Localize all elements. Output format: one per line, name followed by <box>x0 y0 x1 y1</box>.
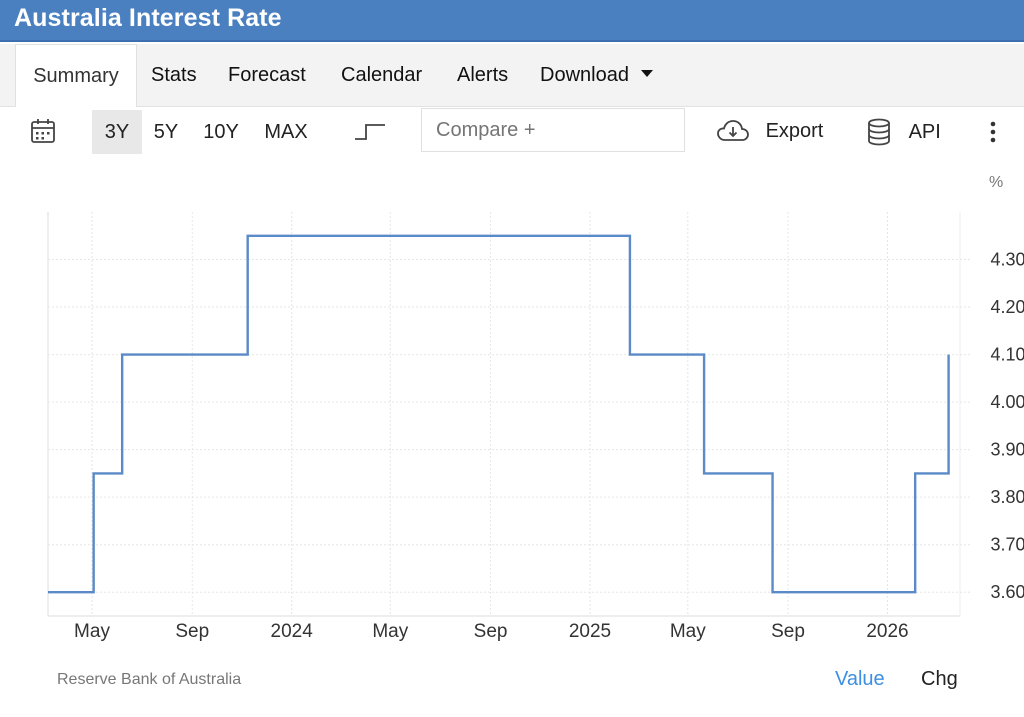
tab-stats[interactable]: Stats <box>151 64 197 86</box>
title-bar: Australia Interest Rate <box>0 0 1024 42</box>
step-chart-icon[interactable] <box>354 120 386 148</box>
tab-bar: Summary Stats Forecast Calendar Alerts D… <box>0 44 1024 107</box>
api-button[interactable]: API <box>867 118 941 146</box>
x-tick-label: 2025 <box>569 621 611 642</box>
range-10y[interactable]: 10Y <box>203 121 239 143</box>
database-icon <box>868 118 890 146</box>
cloud-download-icon <box>717 120 749 141</box>
y-tick-label: 3.90 <box>990 440 1024 460</box>
x-tick-label: Sep <box>771 621 805 642</box>
value-button[interactable]: Value <box>835 668 885 690</box>
tab-alerts[interactable]: Alerts <box>457 64 509 86</box>
api-label: API <box>908 120 941 143</box>
export-button[interactable]: Export <box>716 118 823 146</box>
tab-calendar[interactable]: Calendar <box>341 64 423 86</box>
calendar-icon[interactable] <box>30 118 56 150</box>
y-tick-label: 3.80 <box>990 487 1024 507</box>
tab-download[interactable]: Download <box>540 44 653 106</box>
y-tick-label: 4.10 <box>990 345 1024 365</box>
source-label: Reserve Bank of Australia <box>57 671 242 688</box>
export-label: Export <box>765 119 824 142</box>
chevron-down-icon <box>640 70 653 78</box>
chg-button[interactable]: Chg <box>921 668 958 690</box>
y-tick-label: 3.70 <box>990 535 1024 555</box>
range-3y[interactable]: 3Y <box>92 110 142 154</box>
y-tick-label: 4.30 <box>990 250 1024 270</box>
range-5y[interactable]: 5Y <box>153 121 179 143</box>
x-tick-label: May <box>372 621 408 642</box>
tab-summary[interactable]: Summary <box>15 44 137 107</box>
y-tick-label: 4.00 <box>990 392 1024 412</box>
x-tick-label: Sep <box>175 621 209 642</box>
tab-download-label: Download <box>540 64 629 86</box>
y-tick-label: 3.60 <box>990 582 1024 602</box>
more-vertical-icon[interactable] <box>986 120 1000 150</box>
page-title: Australia Interest Rate <box>14 4 282 32</box>
x-tick-label: 2026 <box>866 621 908 642</box>
rate-series-line <box>48 234 950 594</box>
unit-label: % <box>989 174 1004 191</box>
x-tick-label: 2024 <box>271 621 314 642</box>
range-max[interactable]: MAX <box>264 121 308 143</box>
compare-input[interactable] <box>421 108 685 152</box>
x-tick-label: Sep <box>474 621 508 642</box>
tab-forecast[interactable]: Forecast <box>228 64 306 86</box>
x-tick-label: May <box>670 621 706 642</box>
y-tick-label: 4.20 <box>990 297 1024 317</box>
chart-toolbar: 3Y 5Y 10Y MAX Export API <box>0 106 1024 158</box>
x-tick-label: May <box>74 621 110 642</box>
